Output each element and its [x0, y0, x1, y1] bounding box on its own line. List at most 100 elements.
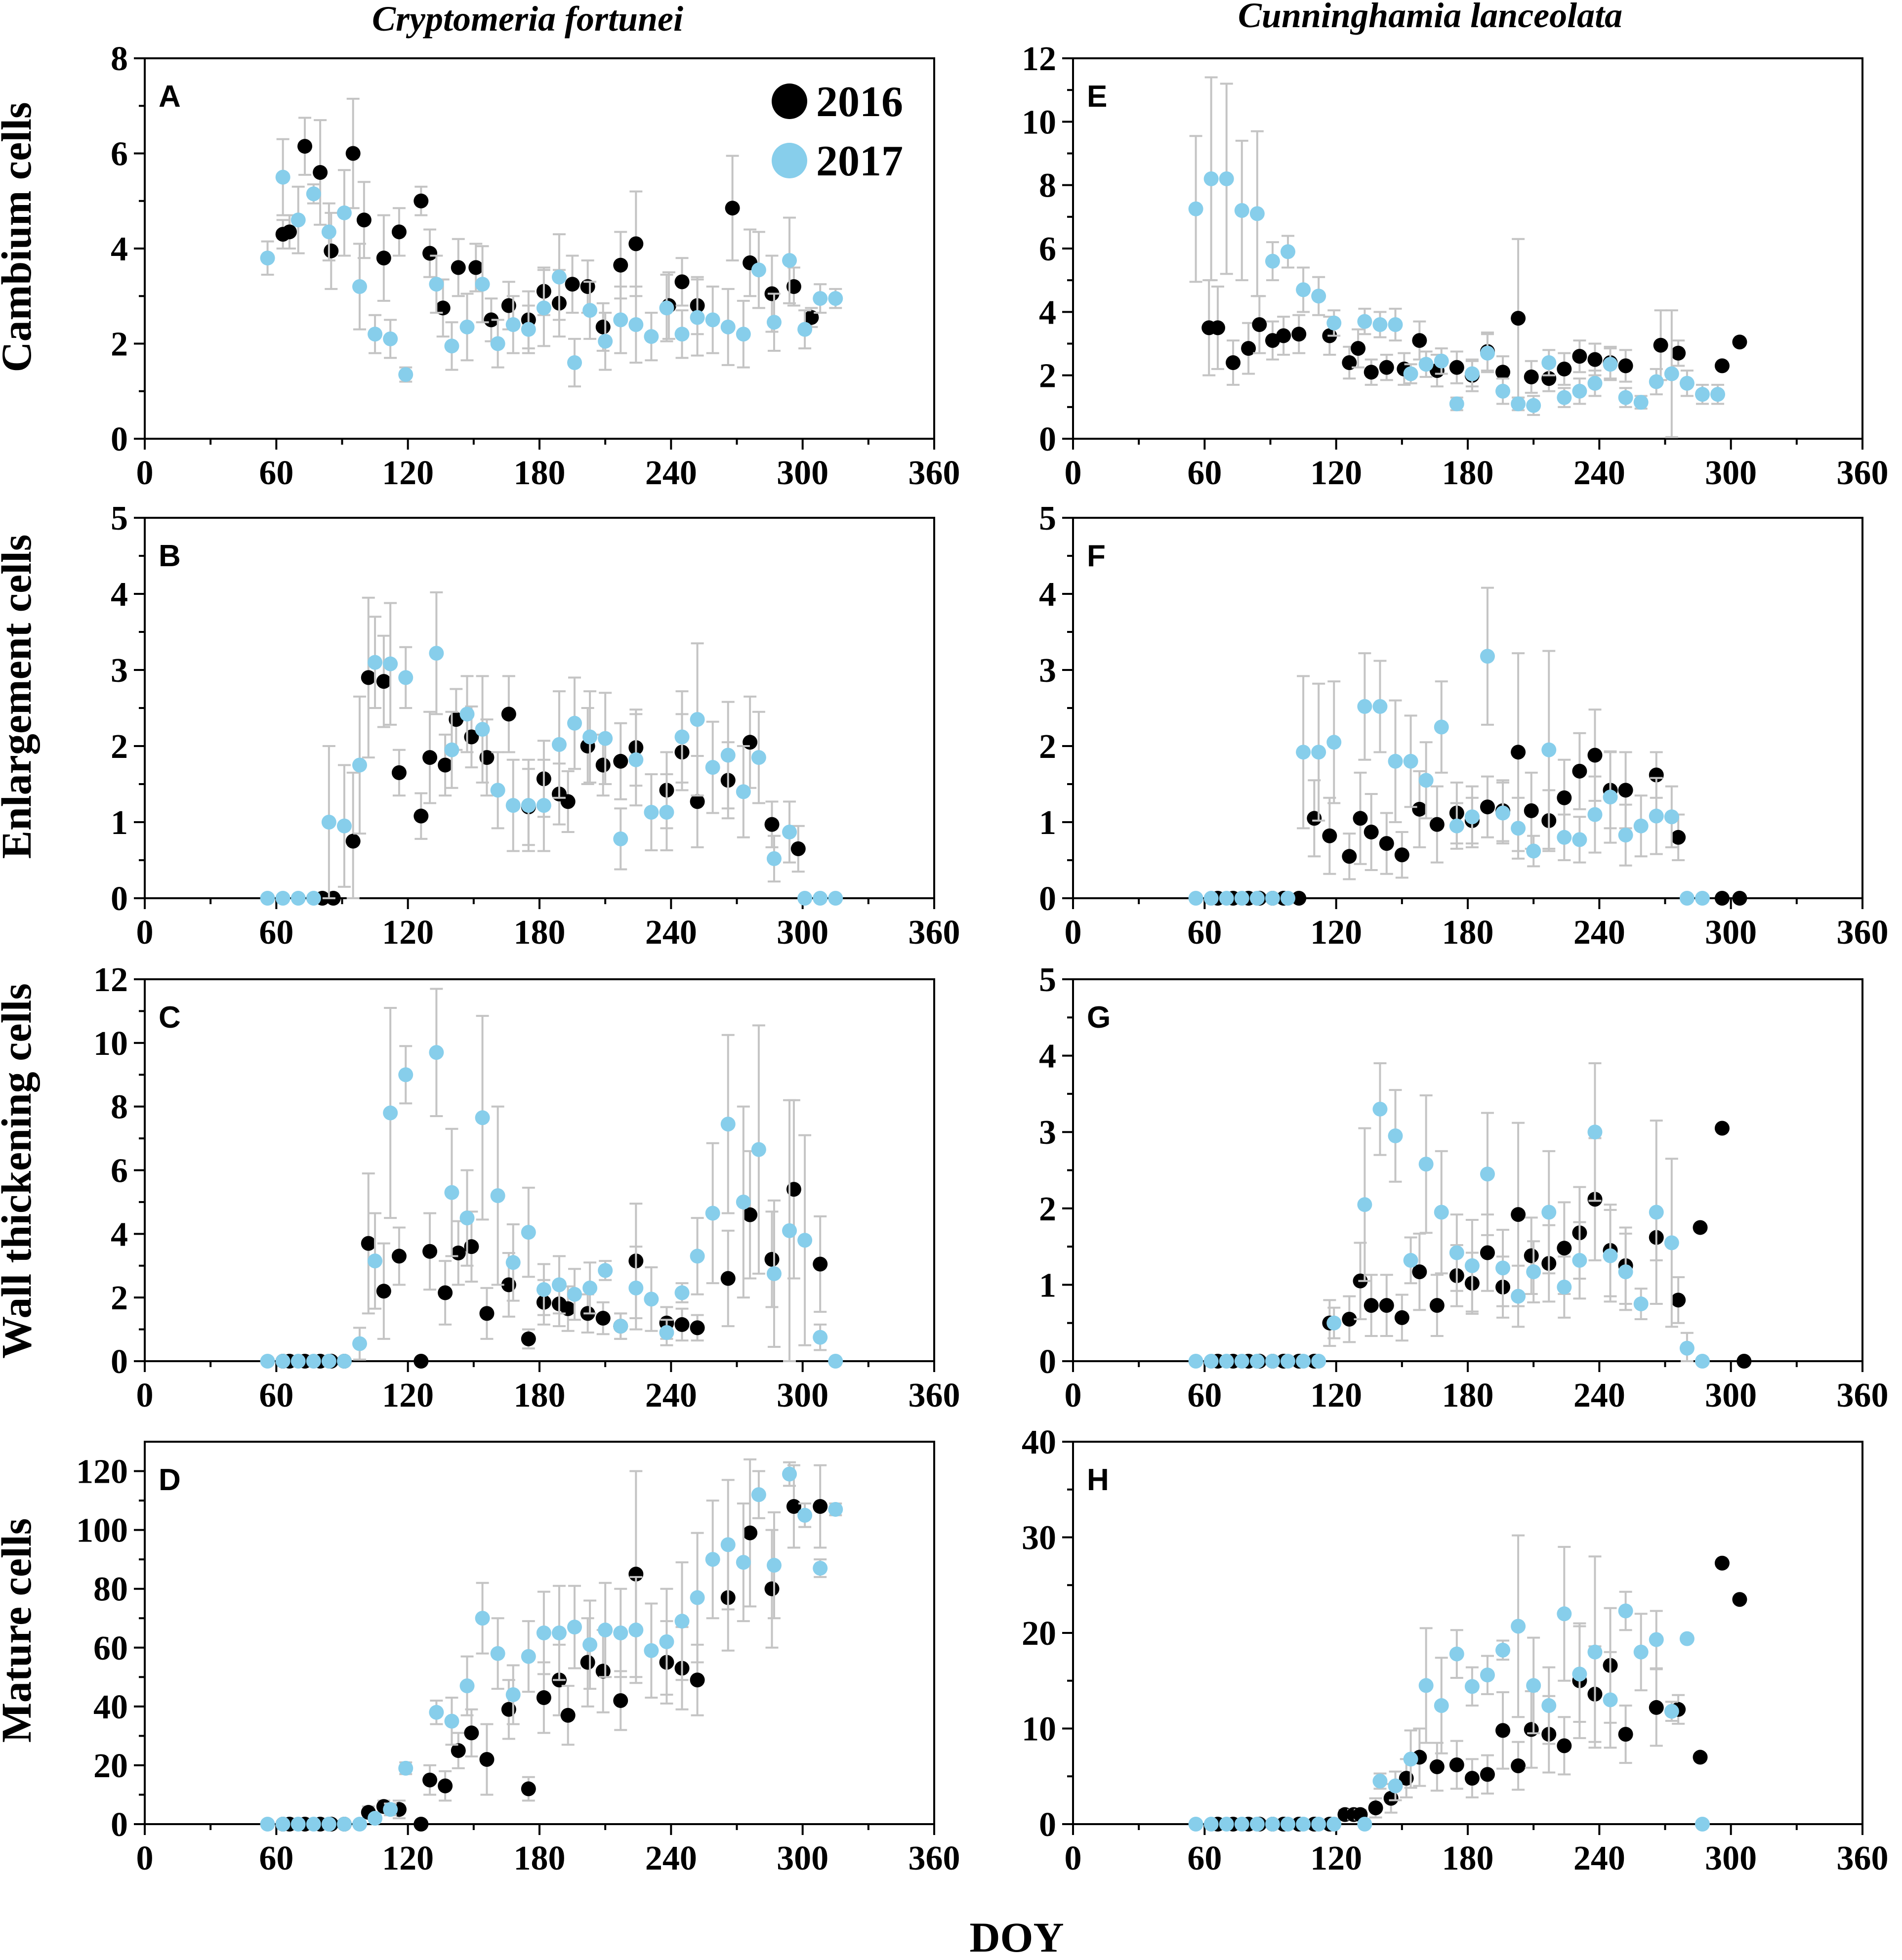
- data-point-2017: [290, 891, 306, 906]
- data-point-2017: [1526, 843, 1541, 859]
- data-point-2017: [1618, 828, 1633, 843]
- data-point-2017: [1649, 1632, 1664, 1647]
- data-point-2017: [720, 748, 736, 763]
- data-point-2016: [1495, 1723, 1511, 1738]
- data-point-2017: [644, 804, 659, 820]
- data-point-2017: [459, 1210, 475, 1226]
- data-point-2017: [551, 737, 567, 752]
- data-point-2017: [598, 334, 613, 349]
- y-tick-label-d: 60: [93, 1629, 128, 1668]
- data-point-2017: [1357, 1817, 1372, 1832]
- data-point-2017: [782, 825, 797, 840]
- data-point-2016: [345, 146, 361, 161]
- data-point-2017: [1633, 1296, 1649, 1312]
- x-tick-label-d: 0: [136, 1839, 154, 1877]
- data-point-2016: [435, 300, 451, 316]
- data-point-2016: [1732, 334, 1747, 350]
- data-point-2016: [422, 750, 438, 765]
- data-point-2016: [521, 1331, 536, 1346]
- x-tick-label-b: 120: [382, 914, 434, 952]
- data-point-2017: [1249, 891, 1265, 906]
- data-point-2016: [613, 753, 628, 769]
- data-point-2016: [1353, 811, 1368, 826]
- data-point-2016: [501, 707, 516, 722]
- data-point-2016: [1368, 1800, 1383, 1816]
- x-tick-label-h: 120: [1310, 1839, 1362, 1877]
- series-2017-e: [1188, 76, 1726, 438]
- data-point-2017: [275, 169, 290, 185]
- data-point-2016: [1671, 345, 1686, 361]
- data-point-2017: [1403, 366, 1418, 381]
- x-tick-label-e: 180: [1442, 454, 1494, 492]
- data-point-2017: [797, 1233, 813, 1248]
- y-tick-label-c: 12: [93, 961, 128, 999]
- data-point-2017: [1403, 1252, 1418, 1268]
- data-point-2016: [1449, 360, 1464, 375]
- data-point-2017: [1511, 1289, 1526, 1304]
- data-point-2017: [1695, 387, 1710, 402]
- data-point-2017: [659, 1634, 674, 1649]
- data-point-2016: [356, 212, 372, 228]
- data-point-2017: [613, 312, 628, 328]
- data-point-2017: [398, 367, 413, 382]
- data-point-2017: [1449, 396, 1464, 412]
- x-tick-label-h: 240: [1573, 1839, 1625, 1877]
- data-point-2016: [438, 757, 453, 773]
- data-point-2017: [290, 212, 306, 228]
- data-point-2017: [813, 1561, 828, 1576]
- data-point-2017: [290, 1817, 306, 1832]
- data-point-2017: [1188, 1354, 1203, 1369]
- x-tick-label-e: 0: [1065, 454, 1082, 492]
- x-tick-label-c: 120: [382, 1376, 434, 1415]
- data-point-2017: [751, 1142, 766, 1157]
- x-tick-label-g: 360: [1837, 1376, 1889, 1415]
- data-point-2017: [690, 712, 705, 727]
- data-point-2017: [1188, 891, 1203, 906]
- legend-marker-2016: [772, 83, 807, 119]
- data-point-2017: [1572, 1252, 1587, 1268]
- x-tick-label-f: 120: [1310, 914, 1362, 952]
- data-point-2016: [391, 224, 407, 240]
- data-point-2017: [782, 1466, 797, 1482]
- data-point-2017: [1372, 699, 1388, 714]
- series-2017-d: [260, 1461, 843, 1832]
- data-point-2017: [1203, 891, 1219, 906]
- data-point-2017: [1633, 818, 1649, 834]
- data-point-2017: [444, 338, 459, 354]
- data-point-2017: [1372, 317, 1388, 332]
- data-point-2016: [1412, 801, 1427, 817]
- data-point-2016: [764, 1251, 780, 1267]
- data-point-2017: [551, 269, 567, 285]
- data-point-2017: [582, 1637, 598, 1652]
- data-point-2017: [1219, 171, 1234, 186]
- data-point-2017: [1372, 1773, 1388, 1789]
- data-point-2016: [391, 1249, 407, 1264]
- x-tick-label-a: 60: [259, 454, 293, 492]
- x-tick-label-d: 180: [514, 1839, 566, 1877]
- x-tick-label-e: 360: [1837, 454, 1889, 492]
- data-point-2017: [720, 319, 736, 334]
- data-point-2017: [1541, 742, 1557, 757]
- data-point-2017: [1357, 1197, 1372, 1212]
- data-point-2016: [1618, 1727, 1633, 1742]
- data-point-2017: [1326, 1315, 1342, 1331]
- data-point-2017: [1649, 374, 1664, 389]
- data-point-2016: [1480, 1245, 1495, 1260]
- y-tick-label-a: 0: [111, 420, 128, 459]
- x-tick-label-g: 300: [1705, 1376, 1757, 1415]
- data-point-2017: [275, 891, 290, 906]
- data-point-2017: [690, 1249, 705, 1264]
- data-point-2017: [1695, 1817, 1710, 1832]
- data-point-2017: [1249, 1817, 1265, 1832]
- data-point-2016: [743, 735, 758, 750]
- column-title-left: Cryptomeria fortunei: [372, 0, 683, 39]
- x-tick-label-a: 360: [909, 454, 960, 492]
- data-point-2016: [813, 1256, 828, 1272]
- data-point-2017: [828, 291, 843, 306]
- data-point-2017: [444, 742, 459, 757]
- data-point-2017: [1664, 809, 1679, 825]
- y-tick-label-h: 0: [1039, 1806, 1056, 1844]
- data-point-2017: [1388, 753, 1403, 769]
- data-point-2017: [1649, 808, 1664, 824]
- y-tick-label-a: 4: [111, 230, 128, 268]
